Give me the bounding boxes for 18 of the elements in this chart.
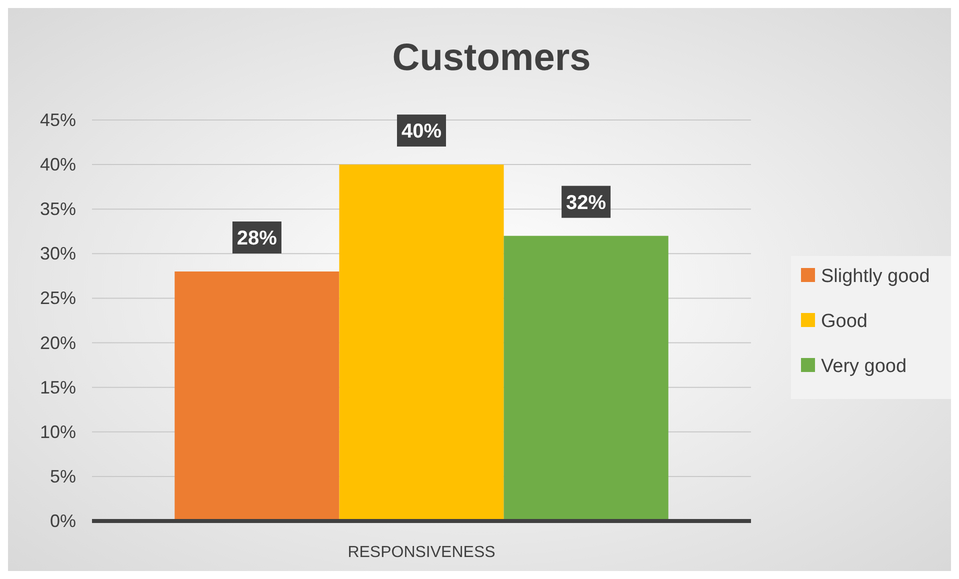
x-tick-label: RESPONSIVENESS: [348, 544, 496, 561]
y-tick-label: 45%: [40, 110, 76, 130]
y-tick-label: 20%: [40, 332, 76, 353]
legend-label: Slightly good: [821, 266, 930, 287]
data-label: 28%: [236, 227, 278, 250]
y-tick-label: 15%: [40, 377, 76, 398]
y-tick-label: 0%: [50, 511, 76, 531]
y-tick-label: 5%: [50, 466, 76, 486]
legend-label: Good: [821, 311, 868, 332]
y-tick-label: 35%: [40, 199, 76, 220]
y-tick-label: 10%: [40, 422, 76, 442]
data-label: 40%: [401, 120, 442, 143]
data-label: 32%: [566, 192, 606, 214]
y-tick-label: 40%: [40, 154, 76, 175]
y-tick-label: 30%: [40, 244, 76, 264]
chart-title: Customers: [392, 37, 591, 79]
legend-label: Very good: [821, 356, 907, 377]
y-tick-label: 25%: [40, 288, 76, 308]
